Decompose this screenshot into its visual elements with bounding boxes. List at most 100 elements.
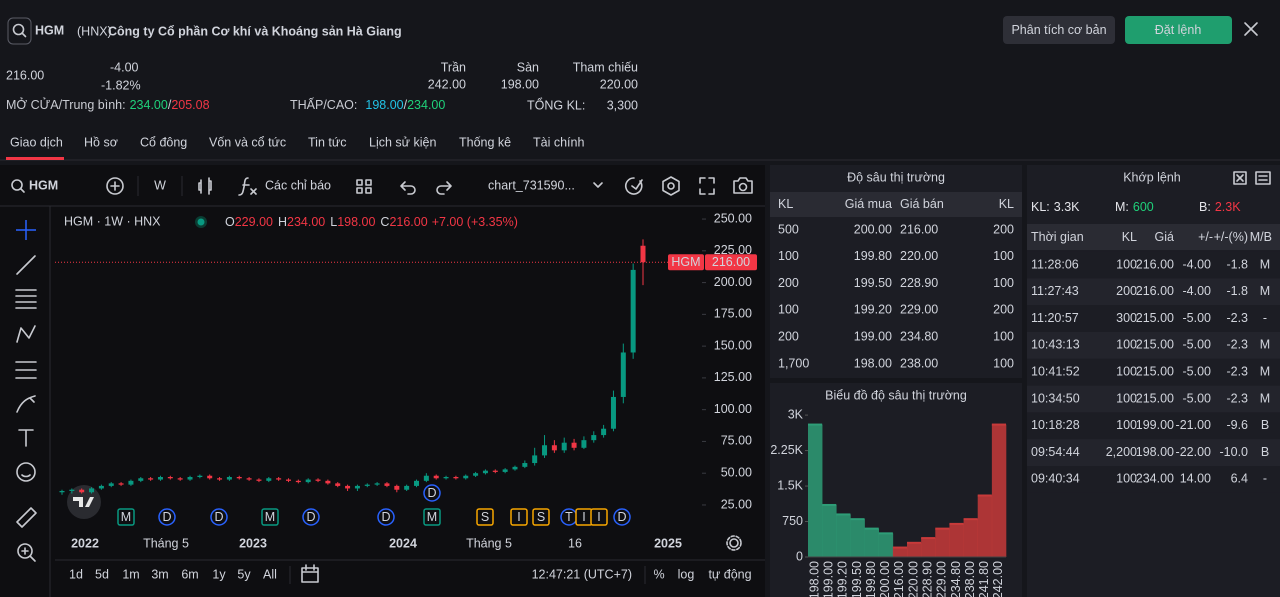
range-button[interactable]: 6m (181, 567, 198, 581)
event-marker[interactable] (423, 484, 441, 502)
layout-name[interactable]: chart_731590... (488, 178, 575, 192)
tab[interactable]: Vốn và cổ tức (209, 135, 286, 149)
event-marker[interactable] (302, 508, 320, 526)
button[interactable] (1125, 16, 1232, 44)
event-marker[interactable] (590, 508, 608, 526)
event-marker[interactable] (613, 508, 631, 526)
range-button[interactable]: 1y (212, 567, 226, 581)
trade-volume: 200 (1116, 284, 1137, 298)
gear-icon[interactable] (729, 538, 739, 548)
event-marker[interactable] (510, 508, 528, 526)
event-label[interactable]: D (617, 510, 626, 524)
button[interactable] (1003, 16, 1115, 44)
event-marker[interactable] (532, 508, 550, 526)
list-icon[interactable] (1255, 171, 1271, 185)
tab[interactable]: Tài chính (533, 135, 584, 149)
button-label[interactable]: Phân tích cơ bản (1011, 23, 1106, 37)
indicators[interactable]: Các chỉ báo (265, 178, 331, 192)
button-label[interactable]: Đặt lệnh (1155, 23, 1202, 37)
chevron-icon[interactable] (593, 182, 603, 188)
candle-body (404, 485, 410, 490)
alert-icon[interactable] (624, 177, 643, 195)
scale-option[interactable]: tự động (708, 567, 751, 581)
calendar-icon[interactable] (301, 564, 319, 583)
event-label[interactable]: D (427, 486, 436, 500)
calendar-icon[interactable] (301, 564, 319, 583)
interval[interactable]: W (154, 178, 166, 192)
event-label[interactable]: M (427, 510, 437, 524)
crosshair-tool[interactable] (16, 220, 36, 240)
compare-icon[interactable] (106, 177, 124, 195)
redo-icon[interactable] (436, 181, 452, 195)
depth-bar (822, 504, 837, 557)
fullscreen-icon[interactable] (699, 177, 715, 195)
close-icon[interactable] (1244, 22, 1258, 36)
range-button[interactable]: 5y (237, 567, 251, 581)
undo-icon[interactable] (400, 181, 416, 195)
toolbar-symbol[interactable]: HGM (29, 178, 58, 192)
event-label[interactable]: S (481, 510, 489, 524)
bid-volume: 500 (778, 222, 799, 236)
range-button[interactable]: 5d (95, 567, 109, 581)
pattern-tool[interactable] (16, 325, 36, 343)
tab[interactable]: Tin tức (308, 135, 346, 149)
event-label[interactable]: D (381, 510, 390, 524)
event-label[interactable]: I (582, 510, 585, 524)
tab[interactable]: Hồ sơ (84, 135, 118, 149)
trade-volume: 100 (1116, 418, 1137, 432)
scale-option[interactable]: % (653, 567, 664, 581)
chart-settings[interactable] (726, 535, 742, 551)
range-button[interactable]: 1m (122, 567, 139, 581)
range-button[interactable]: 3m (151, 567, 168, 581)
trade-change: -4.00 (1183, 284, 1212, 298)
range-button[interactable]: All (263, 567, 277, 581)
candle-body (59, 490, 65, 493)
range-button[interactable]: 1d (69, 567, 83, 581)
export-icon[interactable] (1233, 171, 1247, 185)
search-icon[interactable] (11, 179, 23, 191)
brush-tool[interactable] (16, 395, 36, 413)
tab[interactable]: Lịch sử kiện (369, 135, 436, 149)
column-header: KL (778, 197, 793, 211)
trade-summary-part: 3.3K (1054, 200, 1080, 214)
event-marker[interactable] (210, 508, 228, 526)
tab[interactable]: Thống kê (459, 135, 511, 149)
settings-icon[interactable] (662, 176, 680, 196)
event-marker[interactable] (476, 508, 494, 526)
event-marker[interactable] (158, 508, 176, 526)
layout-icon[interactable] (356, 179, 372, 194)
price-tag-bg (705, 254, 757, 271)
trendline-tool[interactable] (16, 255, 36, 275)
fib-tool[interactable] (15, 289, 37, 309)
event-marker[interactable] (423, 508, 441, 526)
event-label[interactable]: M (121, 510, 131, 524)
event-label[interactable]: D (306, 510, 315, 524)
text-tool[interactable] (18, 429, 34, 447)
search-icon (19, 187, 25, 193)
tab[interactable]: Cổ đông (140, 135, 187, 149)
scale-option[interactable]: log (678, 567, 695, 581)
event-label[interactable]: D (162, 510, 171, 524)
tab[interactable]: Giao dịch (10, 135, 63, 149)
emoji-tool[interactable] (16, 462, 36, 482)
projection-tool[interactable] (15, 361, 37, 379)
event-label[interactable]: M (265, 510, 275, 524)
event-marker[interactable] (261, 508, 279, 526)
event-label[interactable]: I (517, 510, 520, 524)
search-button[interactable] (7, 17, 32, 45)
ruler-tool[interactable] (16, 507, 37, 528)
candle-type-icon[interactable] (198, 177, 212, 195)
trade-row (1027, 412, 1280, 440)
event-label[interactable]: S (537, 510, 545, 524)
indicators-icon[interactable] (238, 177, 257, 196)
event-marker[interactable] (377, 508, 395, 526)
x-tick-label: 198.00 (807, 561, 821, 597)
event-marker[interactable] (117, 508, 135, 526)
screenshot-icon[interactable] (733, 177, 753, 194)
event-label[interactable]: I (597, 510, 600, 524)
event-label[interactable]: T (565, 510, 573, 524)
bid-volume: 200 (778, 329, 799, 343)
zoom-tool[interactable] (17, 543, 33, 559)
event-label[interactable]: D (214, 510, 223, 524)
trade-price: 234.00 (1136, 472, 1174, 486)
